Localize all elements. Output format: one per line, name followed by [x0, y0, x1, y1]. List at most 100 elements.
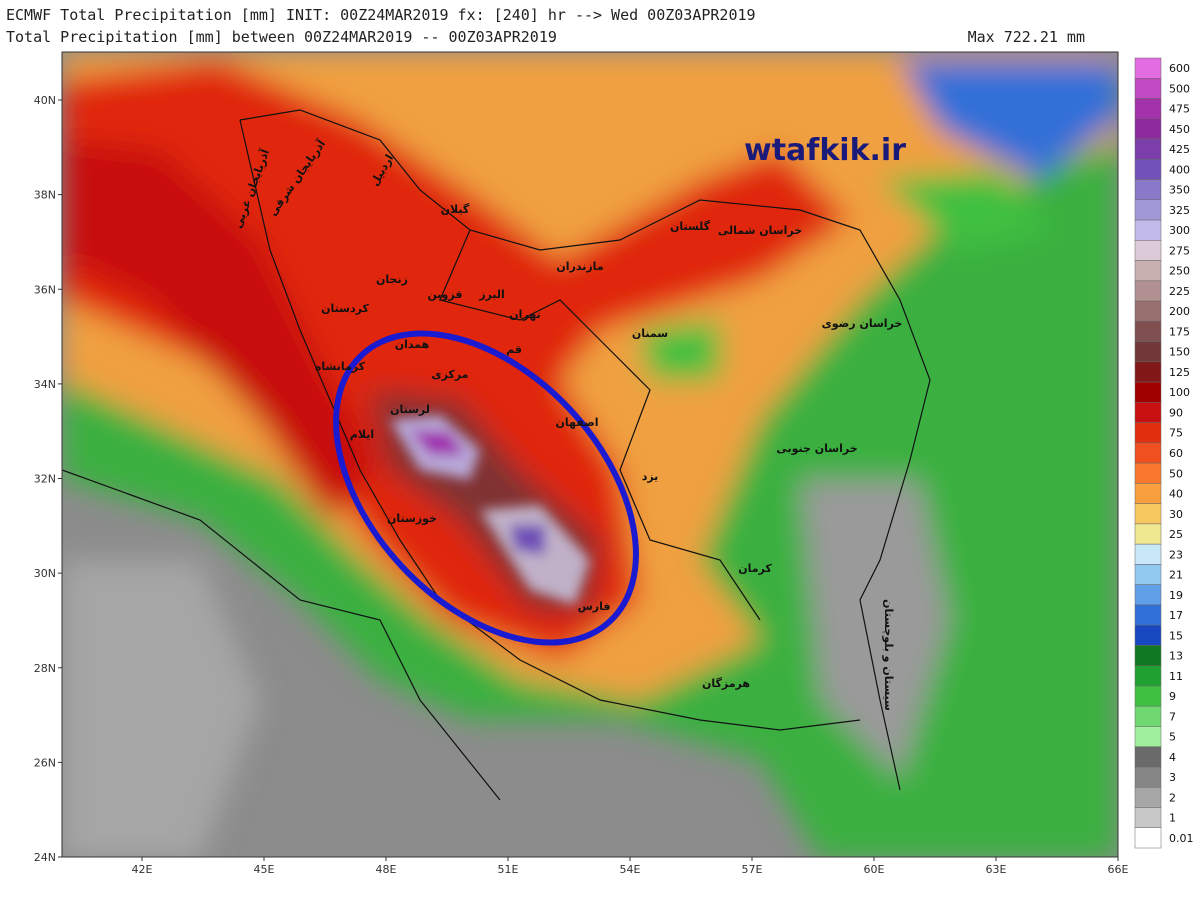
province-label: سمنان — [632, 327, 668, 340]
colorbar-swatch — [1134, 240, 1162, 261]
colorbar-label: 200 — [1169, 305, 1190, 318]
highlight-ellipse — [333, 330, 639, 646]
colorbar-label: 40 — [1169, 488, 1183, 501]
colorbar-swatch — [1134, 118, 1162, 140]
lon-label: 63E — [986, 863, 1007, 876]
province-label: قم — [506, 343, 522, 356]
lat-label: 38N — [34, 189, 56, 202]
colorbar-label: 500 — [1169, 82, 1190, 95]
lat-label: 40N — [34, 94, 56, 107]
colorbar-swatch — [1134, 57, 1162, 79]
province-label: تهران — [509, 308, 540, 321]
lon-label: 54E — [620, 863, 641, 876]
colorbar-swatch — [1134, 219, 1162, 241]
colorbar-swatch — [1134, 78, 1162, 99]
colorbar-label: 325 — [1169, 204, 1190, 217]
province-label: هرمزگان — [702, 677, 750, 690]
colorbar-label: 125 — [1169, 366, 1190, 379]
province-label: اصفهان — [555, 416, 598, 429]
lat-label: 26N — [34, 756, 56, 769]
colorbar-swatch — [1134, 361, 1162, 383]
province-label: ایلام — [350, 428, 374, 441]
colorbar-swatch — [1134, 321, 1162, 342]
colorbar-swatch — [1134, 543, 1162, 565]
colorbar-swatch — [1134, 503, 1162, 525]
province-label: مرکزی — [432, 368, 469, 381]
province-label: مازندران — [556, 260, 603, 273]
province-label: کرمانشاه — [315, 360, 366, 373]
colorbar-label: 1 — [1169, 812, 1176, 825]
colorbar-label: 5 — [1169, 731, 1176, 744]
lat-label: 34N — [34, 378, 56, 391]
colorbar-label: 300 — [1169, 224, 1190, 237]
colorbar-label: 425 — [1169, 143, 1190, 156]
lon-label: 42E — [132, 863, 153, 876]
colorbar-swatch — [1134, 381, 1162, 403]
colorbar-swatch — [1134, 766, 1162, 788]
colorbar-swatch — [1134, 442, 1162, 464]
colorbar-swatch — [1134, 159, 1162, 180]
colorbar-swatch — [1134, 827, 1162, 849]
province-label: همدان — [395, 338, 430, 351]
province-label: یزد — [642, 470, 659, 483]
colorbar-label: 600 — [1169, 62, 1190, 75]
province-label: سیستان و بلوچستان — [882, 599, 895, 711]
colorbar-label: 4 — [1169, 751, 1176, 764]
map-frame — [61, 51, 1119, 858]
province-label: فارس — [578, 600, 611, 613]
province-label: گیلان — [441, 203, 470, 216]
watermark: wtafkik.ir — [744, 133, 906, 168]
province-label: کرمان — [738, 562, 772, 575]
colorbar-label: 90 — [1169, 406, 1183, 419]
colorbar-label: 9 — [1169, 690, 1176, 703]
province-label: خراسان جنوبی — [776, 442, 857, 455]
colorbar-swatch — [1134, 523, 1162, 545]
colorbar-swatch — [1134, 300, 1162, 322]
colorbar-label: 11 — [1169, 670, 1183, 683]
province-label: خوزستان — [387, 512, 437, 525]
colorbar-label: 175 — [1169, 325, 1190, 338]
colorbar-label: 0.01 — [1169, 832, 1194, 845]
colorbar-swatch — [1134, 584, 1162, 606]
colorbar-swatch — [1134, 422, 1162, 444]
colorbar-swatch — [1134, 98, 1162, 120]
colorbar-swatch — [1134, 705, 1162, 727]
colorbar-label: 250 — [1169, 265, 1190, 278]
colorbar-label: 2 — [1169, 791, 1176, 804]
colorbar-label: 275 — [1169, 244, 1190, 257]
colorbar-label: 350 — [1169, 184, 1190, 197]
colorbar-label: 450 — [1169, 123, 1190, 136]
precip-field — [62, 52, 1118, 857]
province-label: خراسان شمالی — [718, 224, 802, 237]
province-label: قزوین — [428, 288, 463, 301]
lat-label: 28N — [34, 662, 56, 675]
province-label: کردستان — [321, 302, 369, 315]
title: ECMWF Total Precipitation [mm] INIT: 00Z… — [6, 6, 756, 24]
colorbar-label: 7 — [1169, 710, 1176, 723]
colorbar-label: 3 — [1169, 771, 1176, 784]
province-label: زنجان — [376, 273, 408, 286]
colorbar-swatch — [1134, 685, 1162, 707]
colorbar-swatch — [1134, 179, 1162, 201]
colorbar-swatch — [1134, 645, 1162, 666]
lon-label: 60E — [864, 863, 885, 876]
lat-label: 32N — [34, 473, 56, 486]
lon-label: 48E — [376, 863, 397, 876]
lon-label: 45E — [254, 863, 275, 876]
colorbar-label: 17 — [1169, 609, 1183, 622]
lat-label: 36N — [34, 283, 56, 296]
colorbar-label: 225 — [1169, 285, 1190, 298]
colorbar-swatch — [1134, 564, 1162, 585]
colorbar-label: 50 — [1169, 467, 1183, 480]
colorbar-swatch — [1134, 726, 1162, 747]
colorbar-swatch — [1134, 624, 1162, 646]
subtitle: Total Precipitation [mm] between 00Z24MA… — [6, 28, 557, 46]
colorbar-label: 100 — [1169, 386, 1190, 399]
max-value: Max 722.21 mm — [968, 28, 1085, 46]
colorbar-label: 15 — [1169, 629, 1183, 642]
colorbar-label: 13 — [1169, 650, 1183, 663]
colorbar-swatch — [1134, 462, 1162, 484]
colorbar-swatch — [1134, 665, 1162, 687]
province-label: گلستان — [670, 220, 711, 233]
